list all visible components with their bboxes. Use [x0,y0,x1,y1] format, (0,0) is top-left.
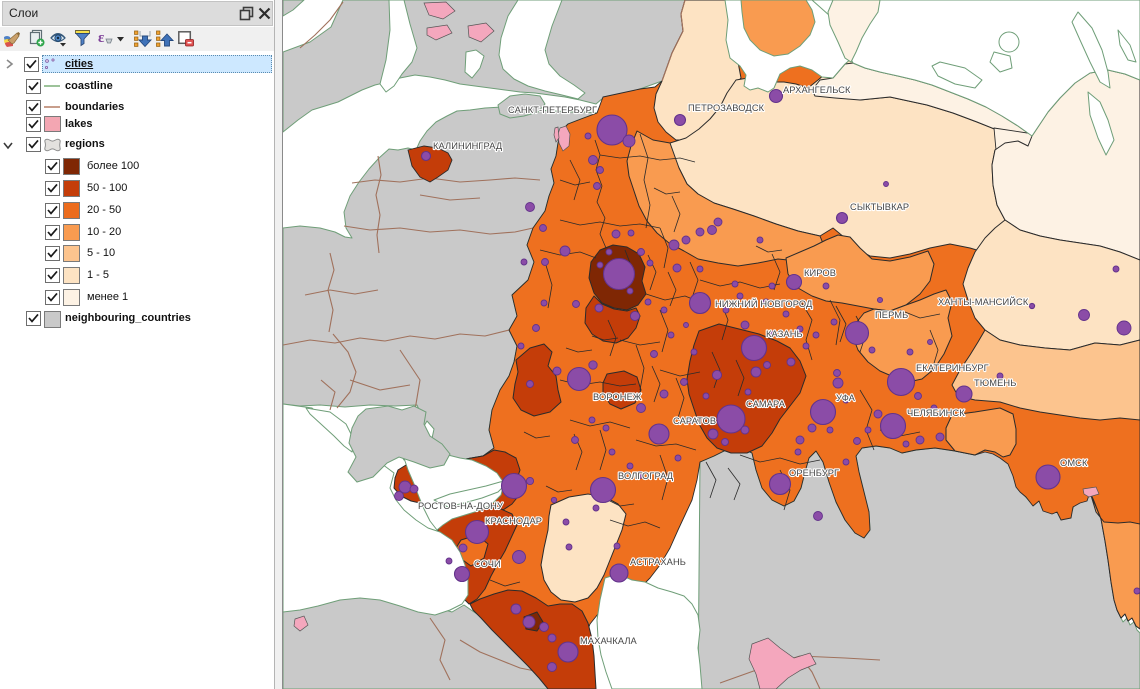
svg-text:РОСТОВ-НА-ДОНУ: РОСТОВ-НА-ДОНУ [418,501,503,511]
svg-text:СЫКТЫВКАР: СЫКТЫВКАР [850,202,909,212]
svg-text:КИРОВ: КИРОВ [804,268,836,278]
svg-text:САМАРА: САМАРА [746,399,786,409]
svg-text:АСТРАХАНЬ: АСТРАХАНЬ [630,557,686,567]
svg-text:САНКТ-ПЕТЕРБУРГ: САНКТ-ПЕТЕРБУРГ [508,105,597,115]
svg-text:ЧЕЛЯБИНСК: ЧЕЛЯБИНСК [907,408,965,418]
svg-text:КАЗАНЬ: КАЗАНЬ [766,329,803,339]
svg-text:ОМСК: ОМСК [1060,458,1088,468]
svg-text:ОРЕНБУРГ: ОРЕНБУРГ [789,468,839,478]
svg-text:МАХАЧКАЛА: МАХАЧКАЛА [580,636,638,646]
svg-text:ЕКАТЕРИНБУРГ: ЕКАТЕРИНБУРГ [916,363,989,373]
svg-text:ХАНТЫ-МАНСИЙСК: ХАНТЫ-МАНСИЙСК [938,296,1029,307]
svg-text:КАЛИНИНГРАД: КАЛИНИНГРАД [433,141,503,151]
svg-text:ВОРОНЕЖ: ВОРОНЕЖ [593,392,642,402]
svg-text:САРАТОВ: САРАТОВ [673,416,716,426]
svg-text:УФА: УФА [836,393,856,403]
svg-text:ε: ε [98,30,105,46]
svg-text:СОЧИ: СОЧИ [474,559,501,569]
svg-text:ПЕТРОЗАВОДСК: ПЕТРОЗАВОДСК [688,103,765,113]
svg-text:АРХАНГЕЛЬСК: АРХАНГЕЛЬСК [783,85,851,95]
svg-text:КРАСНОДАР: КРАСНОДАР [485,516,542,526]
svg-text:ВОЛГОГРАД: ВОЛГОГРАД [618,471,674,481]
svg-text:НИЖНИЙ НОВГОРОД: НИЖНИЙ НОВГОРОД [715,298,813,309]
svg-text:ПЕРМЬ: ПЕРМЬ [875,310,908,320]
svg-text:ТЮМЕНЬ: ТЮМЕНЬ [974,378,1016,388]
